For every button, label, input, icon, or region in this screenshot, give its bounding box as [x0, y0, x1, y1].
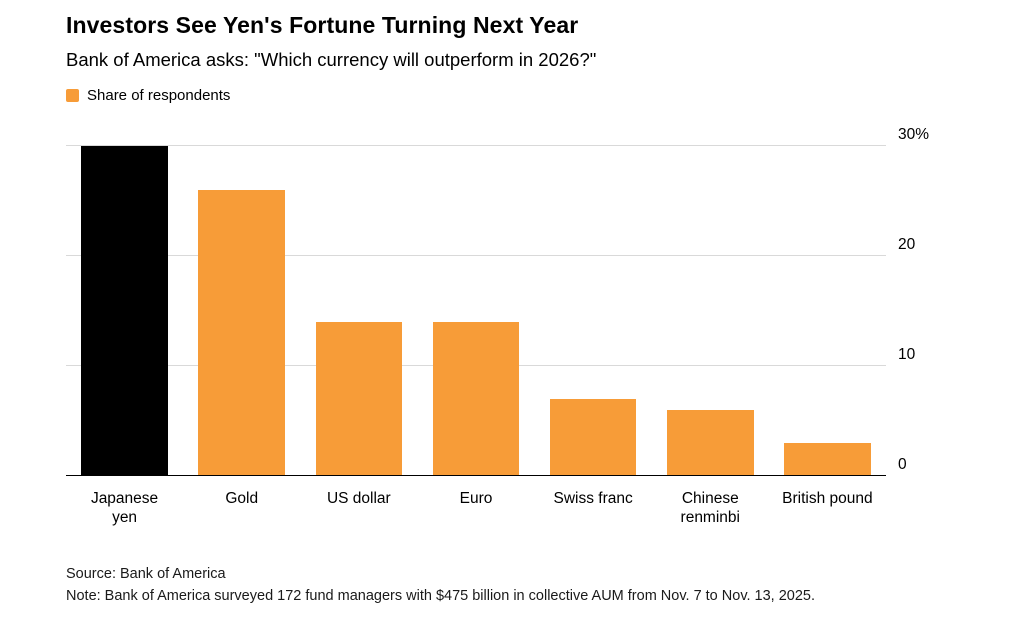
source-text: Source: Bank of America	[66, 565, 226, 582]
chart-footer: Source: Bank of America Note: Bank of Am…	[66, 564, 952, 608]
bar-slot	[535, 146, 652, 476]
bar-gold	[198, 190, 286, 476]
legend-swatch-icon	[66, 89, 79, 102]
note-text: Note: Bank of America surveyed 172 fund …	[66, 587, 816, 604]
chart-legend: Share of respondents	[66, 87, 952, 104]
bar-slot	[652, 146, 769, 476]
x-axis-label: Japanese yen	[90, 490, 159, 527]
bar-japanese-yen	[81, 146, 168, 476]
chart-title: Investors See Yen's Fortune Turning Next…	[66, 12, 579, 38]
bar-slot	[417, 146, 534, 476]
y-tick-label: 20	[898, 235, 916, 253]
bar-british-pound	[784, 443, 871, 476]
gridline	[66, 145, 886, 146]
x-axis-labels: Japanese yen Gold US dollar Euro Swiss franc…	[66, 489, 886, 528]
bar-chart: 30% 20 10 0 Japanese yen Gold US dollar Euro Sw…	[66, 126, 929, 528]
x-axis-label: Gold	[225, 490, 259, 507]
bar-slot	[66, 146, 183, 476]
y-tick-label: 0	[898, 456, 907, 473]
x-axis-label: Chinese renminbi	[680, 490, 740, 527]
bar-euro	[432, 322, 520, 476]
bar-us-dollar	[315, 322, 403, 476]
x-axis-label: US dollar	[326, 490, 391, 507]
bar-slot	[183, 146, 300, 476]
x-label-slot: Swiss franc	[535, 489, 652, 528]
x-label-slot: Euro	[417, 489, 534, 528]
x-axis-label: British pound	[782, 490, 873, 507]
bar-swiss-franc	[549, 399, 637, 476]
x-label-slot: Gold	[183, 489, 300, 528]
x-label-slot: US dollar	[300, 489, 417, 528]
x-label-slot: Chinese renminbi	[652, 489, 769, 528]
bar-slot	[769, 146, 886, 476]
bar-slot	[300, 146, 417, 476]
gridline	[66, 254, 886, 256]
x-axis-label: Euro	[459, 490, 493, 507]
plot-area: 30% 20 10 0	[66, 126, 929, 476]
chart-content: Investors See Yen's Fortune Turning Next…	[66, 12, 952, 607]
x-axis-baseline	[66, 475, 886, 476]
y-tick-label: 30%	[898, 126, 930, 143]
x-label-slot: British pound	[769, 489, 886, 528]
y-tick-label: 10	[898, 345, 916, 363]
bar-chinese-renminbi	[666, 410, 754, 476]
legend-label: Share of respondents	[87, 87, 231, 104]
chart-subtitle: Bank of America asks: "Which currency wi…	[66, 49, 597, 70]
x-label-slot: Japanese yen	[66, 489, 183, 528]
bars-container	[66, 146, 886, 476]
x-axis-label: Swiss franc	[553, 490, 633, 507]
